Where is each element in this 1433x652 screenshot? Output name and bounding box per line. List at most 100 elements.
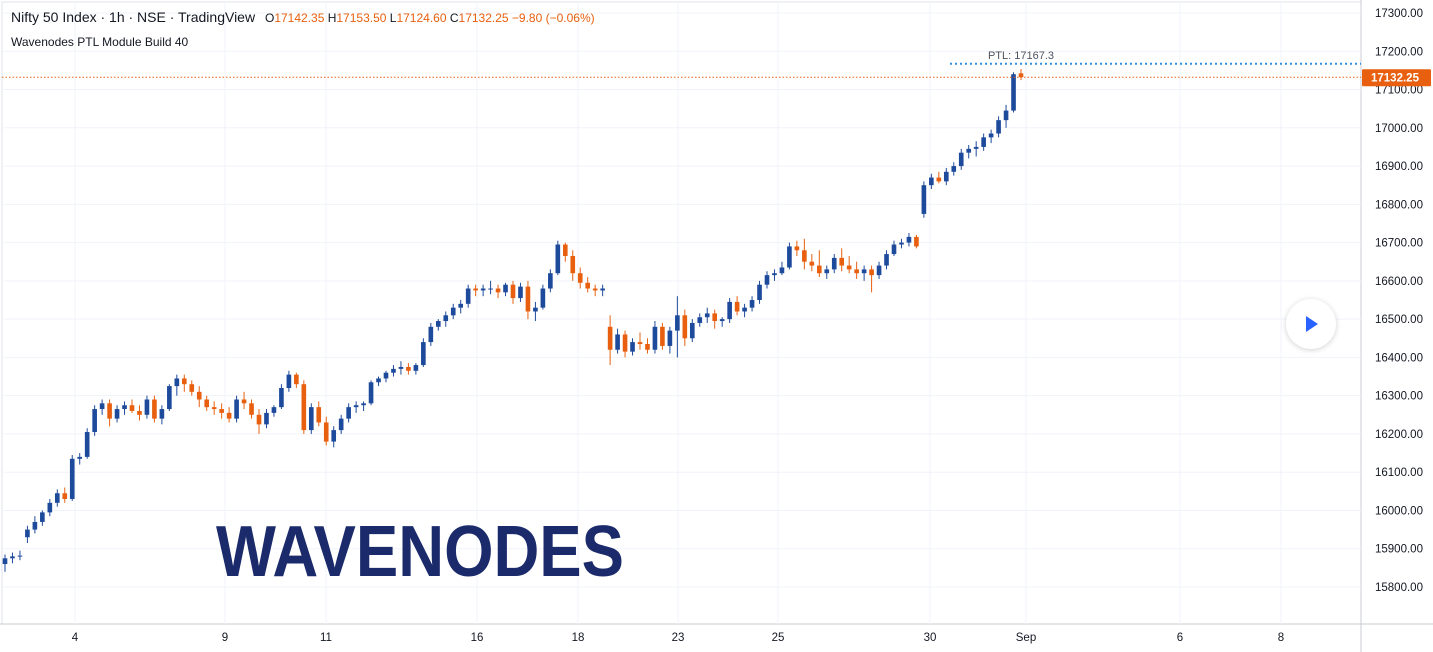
candle	[577, 267, 583, 289]
candles	[2, 69, 1024, 572]
indicator-name: Wavenodes PTL Module Build 40	[11, 35, 189, 49]
x-tick-label: 4	[72, 632, 79, 644]
candle-body	[637, 342, 643, 345]
candle	[996, 116, 1001, 138]
candle-body	[144, 399, 150, 415]
candle	[226, 407, 232, 423]
candle-body	[861, 269, 867, 274]
ohlc-key: C	[449, 11, 459, 25]
candle-body	[592, 288, 598, 291]
candle-body	[615, 334, 620, 350]
candle-body	[473, 288, 478, 291]
candle	[398, 361, 404, 375]
x-tick-label: 30	[924, 632, 937, 644]
candle	[286, 370, 292, 392]
plot-area	[1, 1, 1362, 625]
candle-body	[495, 288, 501, 293]
scroll-to-realtime-button[interactable]	[1286, 299, 1336, 349]
candle-body	[757, 284, 762, 300]
candle	[361, 401, 366, 411]
candle	[966, 145, 972, 159]
candle	[458, 300, 464, 314]
candle	[204, 395, 210, 411]
ohlc-key: L	[389, 11, 397, 25]
candle	[301, 380, 307, 434]
candle	[637, 332, 643, 350]
x-tick-label: 25	[772, 632, 785, 644]
candle-body	[973, 146, 979, 149]
candle	[929, 173, 934, 190]
candle	[189, 380, 195, 396]
candle-body	[697, 317, 703, 323]
x-tick-label: Sep	[1016, 632, 1036, 644]
candle	[914, 234, 919, 249]
candle	[562, 242, 568, 262]
candle-body	[869, 269, 874, 276]
candle-body	[854, 269, 859, 274]
candle-body	[40, 512, 45, 522]
candle-body	[279, 388, 284, 408]
candle	[600, 284, 605, 297]
candle	[555, 240, 561, 276]
candle-body	[630, 342, 635, 352]
candle-body	[577, 273, 583, 283]
candle	[279, 384, 284, 410]
candle	[943, 167, 949, 186]
candle-body	[92, 409, 97, 433]
candle	[652, 321, 658, 354]
candle	[62, 487, 68, 503]
candle	[615, 328, 620, 354]
candle	[854, 261, 859, 279]
candle	[570, 250, 576, 281]
candle-body	[338, 418, 344, 431]
candle-body	[943, 171, 949, 182]
candle-body	[465, 288, 471, 304]
price-axis[interactable]: 15800.00 15900.00 16000.00 16100.00 16200.00…	[1362, 8, 1431, 594]
candle-body	[929, 177, 934, 186]
candle	[876, 261, 882, 279]
candle	[981, 133, 986, 151]
candle-body	[167, 386, 172, 410]
candle	[69, 454, 75, 501]
candle-body	[809, 261, 815, 266]
candle	[256, 409, 262, 434]
candle	[1003, 104, 1009, 128]
candle-body	[383, 372, 389, 379]
candle-body	[622, 334, 628, 352]
candle	[764, 271, 770, 289]
candle-body	[951, 166, 957, 172]
x-tick-label: 23	[672, 632, 685, 644]
chart-legend: Nifty 50 Index · 1h · NSE · TradingView …	[11, 9, 595, 25]
candle-body	[47, 502, 53, 513]
candle	[77, 453, 83, 465]
candle	[40, 510, 45, 526]
candle	[660, 322, 665, 350]
candle-body	[787, 246, 792, 268]
candle-body	[174, 378, 180, 387]
candle	[122, 401, 127, 415]
y-tick-label: 17100.00	[1375, 85, 1423, 97]
y-tick-label: 17000.00	[1375, 123, 1423, 135]
candle	[824, 265, 830, 279]
x-tick-label: 18	[572, 632, 585, 644]
candle-body	[884, 254, 889, 266]
candle-body	[510, 284, 516, 299]
candle	[368, 380, 374, 406]
candle-body	[107, 403, 112, 419]
candle-body	[353, 405, 359, 408]
candle	[54, 489, 60, 507]
candle	[234, 395, 239, 423]
candle-body	[660, 326, 665, 346]
ohlc-value: 17142.35	[274, 11, 328, 25]
candle	[181, 374, 187, 392]
candle-body	[458, 303, 464, 308]
candle	[10, 552, 15, 564]
candle-body	[406, 366, 411, 371]
candle-body	[562, 244, 568, 256]
time-axis[interactable]: 4 9 11 16 18 23 25 30 Sep 6 8	[72, 632, 1284, 644]
candle	[645, 338, 650, 354]
candle	[921, 181, 927, 218]
candle-body	[62, 493, 68, 499]
watermark-text: WAVENODES	[216, 512, 624, 592]
